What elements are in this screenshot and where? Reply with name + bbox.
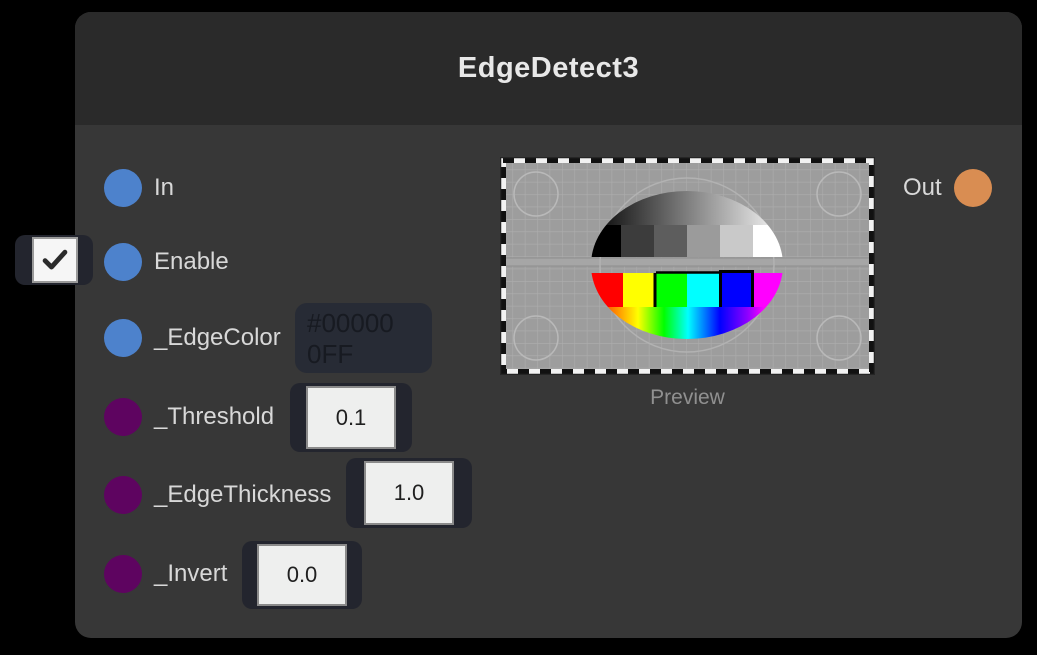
edgecolor-field[interactable]: #000000FF (295, 303, 432, 373)
edgethickness-stepper[interactable]: 1.0 (346, 458, 472, 528)
node-edgedetect3[interactable]: EdgeDetect3 In Enable _EdgeColor _Thresh… (15, 12, 1022, 638)
input-row-edgecolor: _EdgeColor (104, 319, 281, 357)
port-edgecolor[interactable] (104, 319, 142, 357)
input-row-invert: _Invert (104, 555, 227, 593)
port-label-out: Out (903, 174, 942, 201)
input-row-threshold: _Threshold (104, 398, 274, 436)
edgethickness-field[interactable]: 1.0 (364, 461, 454, 525)
threshold-field[interactable]: 0.1 (306, 386, 396, 449)
port-label-enable: Enable (154, 248, 229, 275)
threshold-stepper[interactable]: 0.1 (290, 383, 412, 452)
output-row-out: Out (903, 169, 992, 207)
input-row-edgethickness: _EdgeThickness (104, 476, 331, 514)
port-out[interactable] (953, 169, 992, 207)
input-row-enable: Enable (104, 243, 229, 281)
preview-image (500, 157, 875, 375)
checkmark-icon (42, 249, 68, 270)
port-label-in: In (154, 174, 175, 201)
enable-checkbox-container[interactable] (15, 235, 93, 285)
port-invert[interactable] (104, 555, 142, 593)
input-row-in: In (104, 169, 174, 207)
preview-caption: Preview (650, 386, 725, 409)
port-label-edgecolor: _EdgeColor (154, 324, 281, 351)
test-card-image (500, 157, 875, 375)
port-label-threshold: _Threshold (154, 403, 275, 430)
port-threshold[interactable] (104, 398, 142, 436)
port-in[interactable] (104, 169, 142, 207)
port-label-invert: _Invert (154, 560, 228, 587)
port-label-edgethickness: _EdgeThickness (154, 481, 332, 508)
invert-field[interactable]: 0.0 (257, 544, 347, 606)
invert-stepper[interactable]: 0.0 (242, 541, 362, 609)
port-enable[interactable] (104, 243, 142, 281)
node-title: EdgeDetect3 (457, 52, 640, 84)
enable-checkbox[interactable] (32, 237, 78, 283)
port-edgethickness[interactable] (104, 476, 142, 514)
node-header[interactable]: EdgeDetect3 (75, 12, 1022, 125)
